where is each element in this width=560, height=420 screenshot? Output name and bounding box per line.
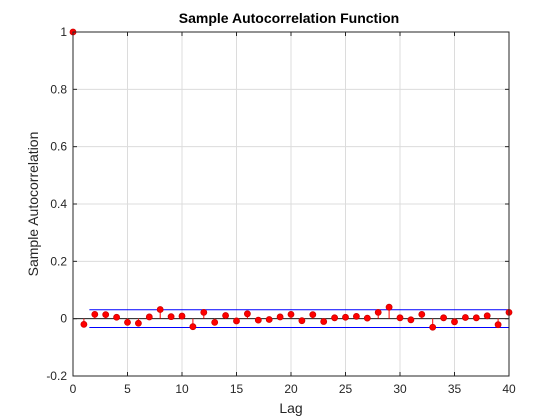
marker-lag-11 <box>189 323 197 331</box>
marker-lag-1 <box>80 320 88 328</box>
marker-lag-30 <box>396 314 404 322</box>
marker-lag-15 <box>233 317 240 325</box>
marker-lag-9 <box>167 313 175 321</box>
marker-lag-24 <box>331 314 339 322</box>
marker-lag-21 <box>298 317 306 325</box>
marker-lag-31 <box>407 316 415 324</box>
axis-ticks <box>72 31 510 377</box>
marker-lag-3 <box>102 311 110 319</box>
marker-lag-29 <box>385 303 393 311</box>
y-tick-label-6: 1 <box>60 25 67 39</box>
marker-lag-13 <box>211 318 219 326</box>
marker-lag-14 <box>222 312 230 319</box>
marker-lag-34 <box>440 314 448 322</box>
x-tick-labels: 0 5 10 15 20 25 30 35 40 <box>70 382 516 396</box>
x-tick-label-2: 10 <box>175 382 189 396</box>
marker-lag-26 <box>352 312 360 320</box>
marker-lag-19 <box>276 313 284 321</box>
marker-lag-37 <box>472 314 480 322</box>
y-tick-label-3: 0.4 <box>50 197 67 211</box>
y-axis-label: Sample Autocorrelation <box>25 132 41 277</box>
marker-lag-17 <box>254 316 262 324</box>
y-tick-label-0: -0.2 <box>46 369 67 383</box>
marker-lag-8 <box>156 306 164 313</box>
x-tick-label-1: 5 <box>124 382 131 396</box>
marker-lag-5 <box>124 318 131 326</box>
markers <box>69 28 513 331</box>
chart-title: Sample Autocorrelation Function <box>179 10 399 26</box>
marker-lag-22 <box>309 311 317 319</box>
x-tick-label-8: 40 <box>502 382 516 396</box>
y-tick-label-4: 0.6 <box>50 140 67 154</box>
marker-lag-33 <box>429 323 437 331</box>
marker-lag-25 <box>342 313 349 321</box>
marker-lag-27 <box>363 314 371 322</box>
marker-lag-2 <box>91 310 99 318</box>
x-tick-label-3: 15 <box>230 382 244 396</box>
x-tick-label-0: 0 <box>70 382 77 396</box>
y-tick-label-2: 0.2 <box>50 254 67 268</box>
x-tick-label-7: 35 <box>448 382 462 396</box>
x-tick-label-6: 30 <box>393 382 407 396</box>
y-tick-label-5: 0.8 <box>50 82 67 96</box>
marker-lag-23 <box>320 318 328 325</box>
marker-lag-35 <box>451 318 458 326</box>
marker-lag-36 <box>461 314 469 321</box>
marker-lag-4 <box>113 313 120 321</box>
marker-lag-38 <box>483 312 491 320</box>
y-tick-label-1: 0 <box>60 312 67 326</box>
marker-lag-10 <box>178 312 186 320</box>
x-tick-label-4: 20 <box>284 382 298 396</box>
marker-lag-28 <box>374 308 382 316</box>
marker-lag-20 <box>287 310 295 318</box>
marker-lag-39 <box>494 321 502 329</box>
y-tick-labels: -0.2 0 0.2 0.4 0.6 0.8 1 <box>46 25 67 383</box>
x-axis-label: Lag <box>279 400 302 416</box>
marker-lag-18 <box>265 316 273 323</box>
x-tick-label-5: 25 <box>339 382 353 396</box>
marker-lag-6 <box>134 319 142 327</box>
marker-lag-12 <box>200 308 208 316</box>
marker-lag-16 <box>243 310 251 318</box>
marker-lag-32 <box>418 310 426 318</box>
marker-lag-7 <box>145 313 153 321</box>
